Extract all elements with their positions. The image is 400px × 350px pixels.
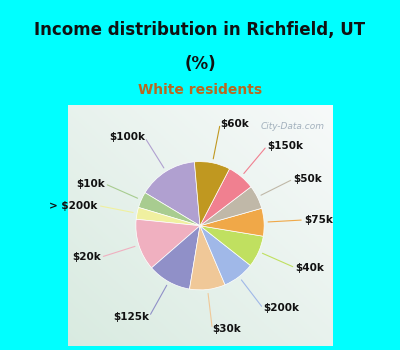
Wedge shape	[200, 169, 251, 226]
Text: $10k: $10k	[76, 179, 105, 189]
Wedge shape	[138, 193, 200, 226]
Text: $75k: $75k	[304, 215, 333, 225]
Text: $30k: $30k	[212, 324, 241, 334]
Wedge shape	[190, 226, 225, 290]
Wedge shape	[136, 219, 200, 268]
Wedge shape	[200, 208, 264, 236]
Wedge shape	[194, 162, 230, 226]
Text: > $200k: > $200k	[50, 201, 98, 210]
Wedge shape	[200, 226, 263, 265]
Text: $20k: $20k	[72, 252, 101, 262]
Text: White residents: White residents	[138, 83, 262, 97]
Text: City-Data.com: City-Data.com	[260, 122, 324, 131]
Text: $100k: $100k	[109, 132, 145, 142]
Text: $200k: $200k	[263, 303, 299, 314]
Wedge shape	[152, 226, 200, 289]
Text: $60k: $60k	[220, 119, 249, 128]
Wedge shape	[136, 208, 200, 226]
Wedge shape	[200, 187, 262, 226]
Text: (%): (%)	[184, 55, 216, 72]
Text: $40k: $40k	[295, 263, 324, 273]
Text: Income distribution in Richfield, UT: Income distribution in Richfield, UT	[34, 21, 366, 39]
Text: $150k: $150k	[267, 141, 303, 151]
Wedge shape	[145, 162, 200, 226]
Text: $125k: $125k	[113, 312, 149, 322]
Text: $50k: $50k	[293, 174, 322, 184]
Wedge shape	[200, 226, 250, 285]
